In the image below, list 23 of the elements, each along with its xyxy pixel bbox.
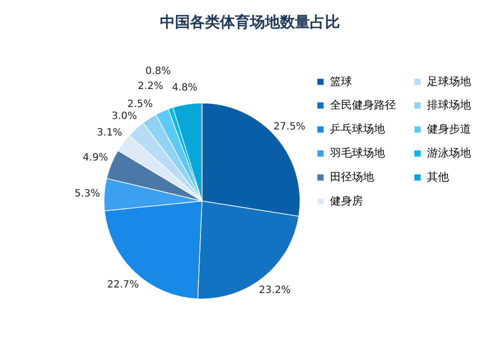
chart-title: 中国各类体育场地数量占比 xyxy=(160,13,340,31)
data-label: 2.2% xyxy=(138,81,164,92)
legend-label: 羽毛球场地 xyxy=(330,146,385,160)
data-label: 4.9% xyxy=(82,152,108,164)
data-label: 4.8% xyxy=(172,82,198,94)
data-label: 22.7% xyxy=(107,280,139,291)
legend-label: 田径场地 xyxy=(330,170,374,184)
data-label: 23.2% xyxy=(258,285,291,296)
data-label: 2.5% xyxy=(127,99,153,110)
legend-label: 游泳场地 xyxy=(427,146,471,160)
legend-label: 健身房 xyxy=(330,194,363,208)
legend-label: 篮球 xyxy=(330,74,352,88)
legend-label: 其他 xyxy=(427,170,449,184)
data-label: 3.0% xyxy=(112,111,138,122)
data-label: 3.1% xyxy=(96,128,122,139)
data-label: 5.3% xyxy=(74,188,100,200)
data-label: 0.8% xyxy=(145,66,171,78)
legend-label: 足球场地 xyxy=(427,74,471,88)
legend-label: 健身步道 xyxy=(427,122,471,136)
legend-label: 乒乓球场地 xyxy=(330,122,385,136)
legend-label: 全民健身路径 xyxy=(330,98,396,112)
legend-label: 排球场地 xyxy=(427,98,471,112)
data-label: 27.5% xyxy=(274,121,306,132)
